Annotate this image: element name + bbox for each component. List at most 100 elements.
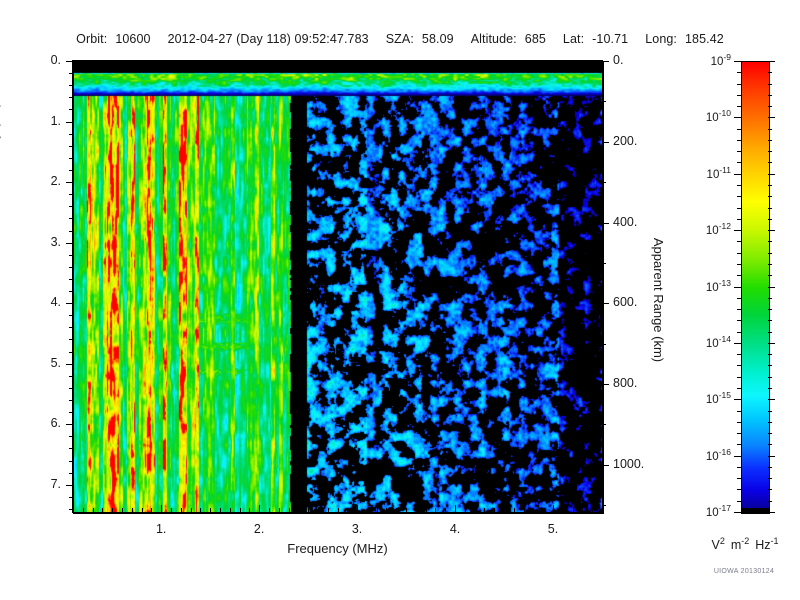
- y-axis-left-minor-tick: [69, 388, 73, 389]
- y-axis-left-minor-tick: [69, 85, 73, 86]
- colorbar-minor-tick: [737, 264, 741, 265]
- x-axis-tick-label: 2.: [253, 522, 265, 536]
- colorbar-minor-tick: [737, 275, 741, 276]
- x-axis-minor-tick: [151, 508, 152, 512]
- colorbar-minor-tick: [768, 433, 772, 434]
- colorbar-minor-tick: [737, 365, 741, 366]
- x-axis-tick-label: 3.: [351, 522, 363, 536]
- y-axis-right-tick-label: 1000.: [613, 456, 645, 471]
- y-axis-left-minor-tick: [69, 315, 73, 316]
- y-axis-right-tick: [602, 384, 609, 385]
- latitude-label: Lat:: [562, 32, 585, 46]
- colorbar-minor-tick: [768, 162, 772, 163]
- y-axis-left-minor-tick: [69, 158, 73, 159]
- colorbar-minor-tick: [737, 129, 741, 130]
- units-m: m: [730, 538, 742, 553]
- colorbar-tick-label: 10-15: [705, 390, 731, 407]
- colorbar-minor-tick: [768, 320, 772, 321]
- colorbar-minor-tick: [768, 411, 772, 412]
- x-axis-minor-tick: [494, 508, 495, 512]
- colorbar-tick: [768, 174, 775, 175]
- colorbar-tick-label: 10-11: [706, 164, 731, 181]
- x-axis-minor-tick: [533, 508, 534, 512]
- x-axis-minor-tick: [112, 508, 113, 512]
- x-axis-minor-tick: [318, 508, 319, 512]
- x-axis-minor-tick: [191, 508, 192, 512]
- colorbar-tick-label: 10-9: [710, 52, 731, 68]
- x-axis-minor-tick: [83, 508, 84, 512]
- y-axis-right-tick: [602, 142, 609, 143]
- colorbar-minor-tick: [737, 467, 741, 468]
- colorbar-minor-tick: [768, 264, 772, 265]
- colorbar-tick: [768, 287, 775, 288]
- y-axis-left-tick-label: 2.: [50, 174, 61, 189]
- y-axis-left-tick: [66, 424, 73, 425]
- longitude-value: 185.42: [685, 32, 724, 46]
- x-axis-tick: [259, 505, 260, 512]
- altitude-label: Altitude:: [470, 32, 517, 46]
- colorbar-minor-tick: [737, 241, 741, 242]
- y-axis-left-minor-tick: [69, 352, 73, 353]
- x-axis-minor-tick: [504, 508, 505, 512]
- colorbar-minor-tick: [768, 478, 772, 479]
- colorbar-minor-tick: [737, 185, 741, 186]
- colorbar-minor-tick: [768, 444, 772, 445]
- x-axis-tick: [455, 505, 456, 512]
- x-axis-minor-tick: [181, 508, 182, 512]
- longitude-label: Long:: [645, 32, 677, 46]
- y-axis-right-title: Apparent Range (km): [651, 237, 666, 363]
- colorbar-minor-tick: [737, 489, 741, 490]
- x-axis-title: Frequency (MHz): [287, 541, 388, 556]
- colorbar-minor-tick: [737, 219, 741, 220]
- x-axis-minor-tick: [445, 508, 446, 512]
- colorbar-minor-tick: [737, 95, 741, 96]
- y-axis-left-minor-tick: [69, 400, 73, 401]
- y-axis-left-minor-tick: [69, 339, 73, 340]
- y-axis-left-minor-tick: [69, 134, 73, 135]
- y-axis-right-tick: [602, 223, 609, 224]
- x-axis-minor-tick: [524, 508, 525, 512]
- colorbar-gradient: [742, 62, 769, 513]
- x-axis-minor-tick: [200, 508, 201, 512]
- y-axis-right-minor-tick: [602, 424, 606, 425]
- x-axis-tick-label: 4.: [449, 522, 461, 536]
- x-axis-minor-tick: [338, 508, 339, 512]
- y-axis-left-minor-tick: [69, 146, 73, 147]
- x-axis-minor-tick: [171, 508, 172, 512]
- sza-label: SZA:: [385, 32, 414, 46]
- y-axis-left-minor-tick: [69, 97, 73, 98]
- colorbar-tick: [734, 343, 741, 344]
- latitude-value: -10.71: [592, 32, 629, 46]
- x-axis-minor-tick: [102, 508, 103, 512]
- colorbar-tick: [734, 287, 741, 288]
- y-axis-left-minor-tick: [69, 73, 73, 74]
- y-axis-right-minor-tick: [602, 344, 606, 345]
- y-axis-left-minor-tick: [69, 267, 73, 268]
- x-axis-minor-tick: [543, 508, 544, 512]
- colorbar-minor-tick: [737, 422, 741, 423]
- x-axis-minor-tick: [269, 508, 270, 512]
- colorbar-minor-tick: [768, 241, 772, 242]
- x-axis-minor-tick: [484, 508, 485, 512]
- colorbar-tick-label: 10-12: [705, 221, 731, 237]
- units-m-exp: -2: [741, 536, 750, 546]
- colorbar-minor-tick: [768, 365, 772, 366]
- colorbar-minor-tick: [737, 162, 741, 163]
- colorbar-minor-tick: [768, 467, 772, 468]
- orbit-value: 10600: [115, 32, 151, 46]
- colorbar-minor-tick: [737, 106, 741, 107]
- x-axis-minor-tick: [142, 508, 143, 512]
- y-axis-left-minor-tick: [69, 376, 73, 377]
- colorbar-minor-tick: [768, 332, 772, 333]
- y-axis-left-tick: [66, 122, 73, 123]
- x-axis-minor-tick: [289, 508, 290, 512]
- colorbar-minor-tick: [768, 298, 772, 299]
- colorbar-tick-label: 10-10: [705, 108, 731, 125]
- colorbar-tick: [734, 512, 741, 513]
- colorbar-minor-tick: [768, 208, 772, 209]
- x-axis-minor-tick: [210, 508, 211, 512]
- x-axis-minor-tick: [308, 508, 309, 512]
- y-axis-right-minor-tick: [602, 263, 606, 264]
- y-axis-right-minor-tick: [602, 182, 606, 183]
